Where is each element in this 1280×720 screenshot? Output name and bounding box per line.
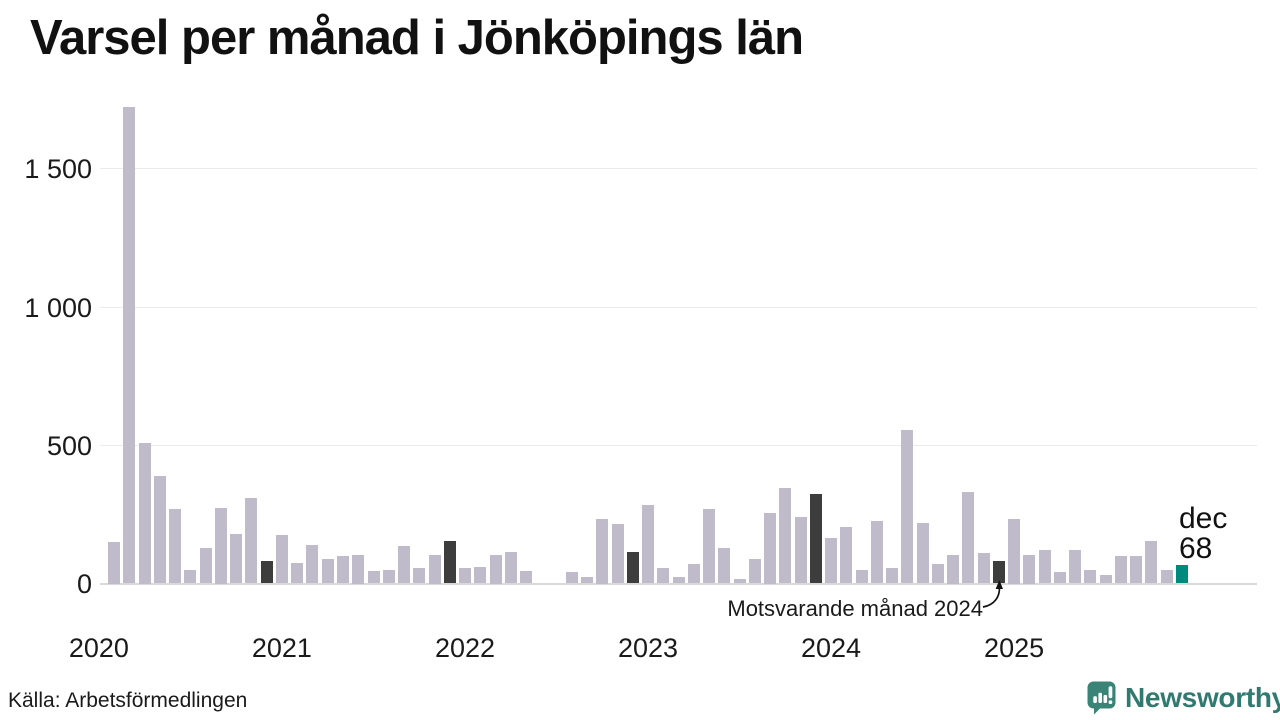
y-tick-label: 1 000 [24, 292, 92, 323]
bar-2021-03 [306, 544, 319, 584]
gridline-500 [100, 444, 1257, 446]
bar-2023-08 [748, 558, 761, 584]
bar-2023-12 [809, 493, 822, 584]
newsworthy-logo-icon [1087, 681, 1116, 715]
bar-2020-04 [138, 442, 151, 584]
bar-2025-02 [1023, 554, 1036, 584]
bar-2025-09 [1130, 555, 1143, 584]
bar-2020-10 [230, 533, 243, 584]
bar-2021-05 [336, 555, 349, 584]
bar-2022-05 [520, 571, 532, 584]
newsworthy-logo: Newsworthy [1087, 681, 1280, 715]
bar-2023-05 [703, 508, 715, 584]
bar-2025-12 [1175, 564, 1188, 584]
current-value-number: 68 [1179, 532, 1213, 565]
newsworthy-wordmark: Newsworthy [1125, 682, 1280, 713]
annotation-text: Motsvarande månad 2024 [727, 596, 983, 621]
y-tick-label: 500 [46, 430, 92, 461]
y-tick-label: 1 500 [24, 154, 92, 185]
bar-2025-04 [1053, 572, 1066, 584]
bar-2021-02 [291, 562, 304, 584]
bar-2020-12 [260, 561, 273, 584]
bar-2021-12 [443, 540, 456, 584]
bar-2023-03 [672, 576, 685, 584]
bar-2022-04 [504, 551, 517, 584]
x-year-label-2020: 2020 [68, 633, 129, 663]
bar-2024-10 [962, 492, 975, 584]
bar-2020-02 [108, 542, 121, 584]
bar-2020-06 [169, 508, 182, 584]
x-year-label-2021: 2021 [251, 633, 312, 663]
bar-2022-12 [626, 551, 639, 584]
bar-2025-06 [1084, 569, 1097, 584]
bar-2021-10 [413, 568, 426, 584]
bar-2021-11 [428, 554, 441, 584]
bar-2023-10 [779, 488, 792, 584]
bar-2022-11 [611, 524, 624, 584]
x-axis-line [100, 582, 1257, 585]
bar-2024-01 [825, 537, 837, 584]
bar-2024-06 [901, 430, 914, 584]
source-caption: Källa: Arbetsförmedlingen [8, 689, 248, 712]
bar-2023-01 [642, 504, 654, 584]
bar-2020-11 [245, 497, 258, 584]
bar-2021-04 [321, 558, 334, 584]
x-year-label-2025: 2025 [984, 633, 1045, 663]
bar-2023-11 [794, 517, 807, 584]
bar-2024-04 [870, 521, 883, 584]
bar-2025-08 [1114, 555, 1127, 584]
bar-2023-07 [733, 579, 746, 584]
gridline-1000 [100, 306, 1257, 308]
bar-2022-02 [474, 566, 487, 584]
y-tick-label: 0 [76, 569, 92, 599]
x-year-label-2024: 2024 [800, 633, 862, 663]
bar-2022-08 [565, 572, 578, 584]
chart-title: Varsel per månad i Jönköpings län [30, 11, 804, 65]
bar-2020-09 [214, 507, 227, 584]
bar-2022-03 [489, 554, 502, 584]
bar-2023-09 [764, 513, 776, 584]
bar-2025-10 [1145, 540, 1158, 584]
bar-2023-02 [657, 568, 670, 584]
bar-2020-03 [123, 106, 136, 584]
bar-2020-07 [184, 569, 197, 584]
x-year-label-2023: 2023 [617, 633, 679, 663]
bar-2024-11 [977, 553, 990, 584]
bar-2025-05 [1069, 550, 1082, 584]
bar-2020-05 [153, 475, 166, 584]
bar-2023-04 [687, 564, 700, 584]
bar-2024-09 [947, 554, 960, 584]
annotation-arrow-icon [982, 580, 1003, 608]
bar-2025-01 [1008, 518, 1021, 584]
bar-2021-09 [398, 546, 410, 584]
x-year-label-2022: 2022 [434, 633, 496, 663]
bar-2022-09 [581, 576, 593, 584]
bar-2024-12 [992, 561, 1005, 584]
bar-2024-07 [916, 522, 929, 584]
bar-2025-11 [1160, 569, 1173, 584]
bar-2021-01 [275, 535, 288, 584]
current-month-label: dec [1179, 502, 1228, 535]
bar-2024-05 [886, 568, 899, 584]
gridline-1500 [100, 168, 1257, 170]
bar-2024-03 [855, 569, 868, 584]
bar-2021-06 [352, 554, 365, 584]
bar-2025-07 [1099, 575, 1112, 584]
bar-2024-02 [840, 526, 853, 584]
bar-2020-08 [199, 547, 212, 584]
bar-2025-03 [1038, 550, 1051, 584]
bar-2022-10 [596, 518, 609, 584]
bar-2022-01 [459, 568, 471, 584]
bar-2021-08 [382, 569, 395, 584]
bar-2021-07 [367, 571, 380, 584]
current-value-label: dec 68 [1179, 504, 1227, 564]
bar-2024-08 [931, 564, 944, 584]
bar-2023-06 [718, 547, 731, 584]
